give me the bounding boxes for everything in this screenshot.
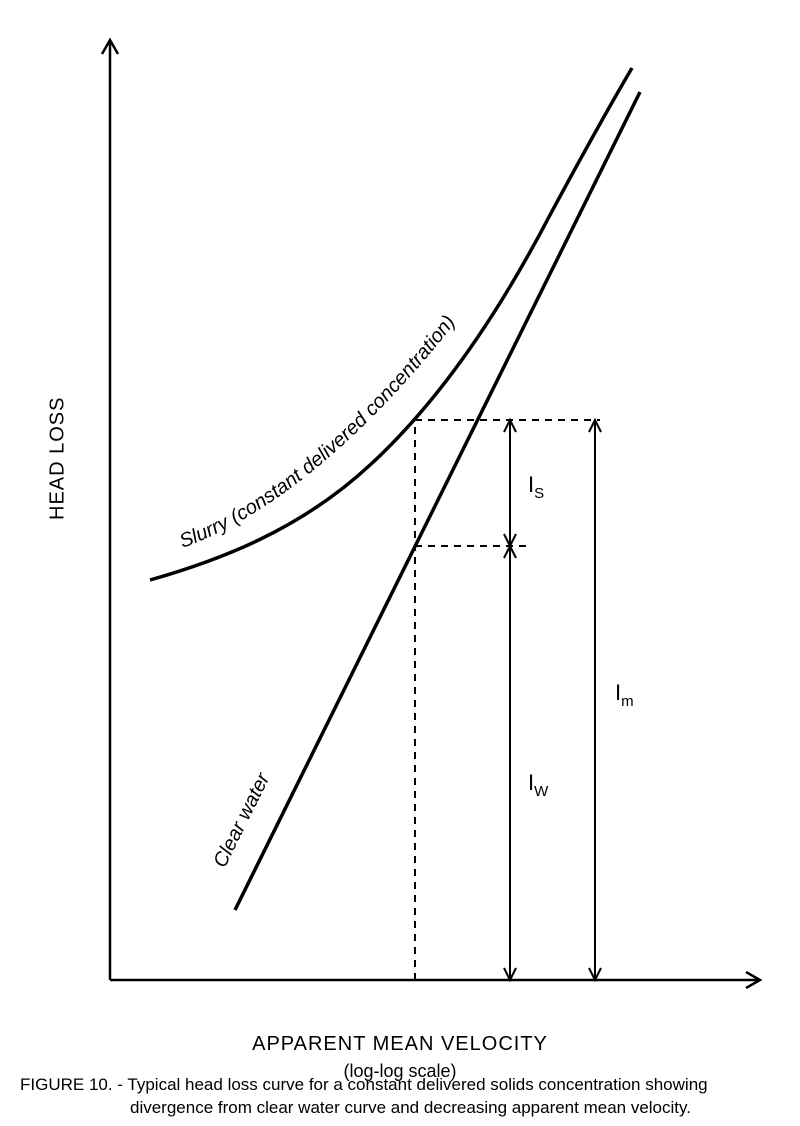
caption-prefix: FIGURE 10. - bbox=[20, 1075, 127, 1094]
label-Iw: IW bbox=[528, 770, 549, 800]
clear-water-label: Clear water bbox=[209, 768, 275, 871]
label-Is: IS bbox=[528, 472, 544, 502]
y-axis-label: HEAD LOSS bbox=[47, 397, 70, 520]
label-Im: Im bbox=[615, 680, 634, 710]
chart-container: Slurry (constant delivered concentration… bbox=[40, 20, 780, 1020]
chart-svg: Slurry (constant delivered concentration… bbox=[40, 20, 780, 1020]
clear-water-curve bbox=[235, 92, 640, 910]
slurry-curve bbox=[150, 68, 632, 580]
caption-line1: Typical head loss curve for a constant d… bbox=[127, 1075, 707, 1094]
caption-line2: divergence from clear water curve and de… bbox=[20, 1097, 800, 1120]
slurry-label: Slurry (constant delivered concentration… bbox=[176, 311, 459, 552]
figure-caption: FIGURE 10. - Typical head loss curve for… bbox=[20, 1074, 800, 1120]
x-axis-label: APPARENT MEAN VELOCITY bbox=[252, 1033, 548, 1056]
reference-lines bbox=[415, 420, 600, 980]
dimension-lines bbox=[504, 420, 601, 980]
